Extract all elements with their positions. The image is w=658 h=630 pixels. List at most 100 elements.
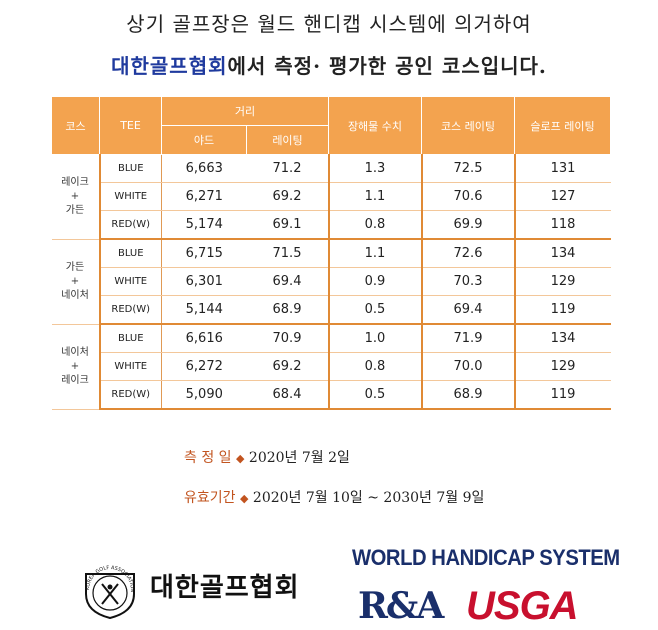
yard-cell: 6,616 [161,324,247,353]
slope-rating-cell: 127 [514,182,611,211]
certification-text: 에서 측정· 평가한 공인 코스입니다. [227,54,547,78]
course-name-line: + [70,275,80,287]
yard-cell: 6,272 [161,352,247,381]
hazard-cell: 0.5 [328,295,423,325]
certification-line: 대한골프협회에서 측정· 평가한 공인 코스입니다. [0,50,658,79]
valid-period: 유효기간 ◆ 2020년 7월 10일 ~ 2030년 7월 9일 [184,487,484,507]
course-combination: 네이처 + 레이크 [51,324,101,410]
table-row: 네이처 + 레이크 BLUE 6,616 70.9 1.0 71.9 134 [51,324,611,410]
course-name-line: 네이처 [61,289,89,301]
header-tee: TEE [99,96,162,155]
rating-cell: 69.2 [246,182,330,211]
yard-cell: 6,663 [161,154,247,183]
course-name-line: 레이크 [61,176,89,188]
slope-rating-cell: 129 [514,267,611,296]
table-row: WHITE 6,271 69.2 1.1 70.6 127 [52,182,611,211]
hazard-cell: 0.5 [328,380,423,410]
tee-cell: RED(W) [99,210,162,240]
header-hazard: 장해물 수치 [328,96,422,155]
header-rating: 레이팅 [246,125,329,155]
hazard-cell: 0.8 [328,352,423,381]
slope-rating-cell: 134 [514,324,611,353]
course-rating-cell: 68.9 [421,380,516,410]
table-body: 레이크 + 가든 BLUE 6,663 71.2 1.3 72.5 131 WHITE 6,271 6… [51,154,611,410]
header-distance: 거리 [161,96,329,126]
rating-cell: 71.2 [246,154,330,183]
rating-cell: 68.9 [246,295,330,325]
hazard-cell: 0.9 [328,267,423,296]
table-row: 레이크 + 가든 BLUE 6,663 71.2 1.3 72.5 131 [51,154,611,240]
hazard-cell: 1.0 [328,324,423,353]
header-yard: 야드 [161,125,247,155]
course-rating-cell: 72.5 [421,154,516,183]
table-row: RED(W) 5,090 68.4 0.5 68.9 119 [52,380,611,410]
measured-label: 측 정 일 [184,450,232,466]
slope-rating-cell: 119 [514,295,611,325]
hazard-cell: 1.3 [328,154,423,183]
bullet-icon: ◆ [236,452,245,465]
measured-date: 측 정 일 ◆ 2020년 7월 2일 [184,447,350,467]
course-rating-cell: 69.9 [421,210,516,240]
tee-cell: RED(W) [99,380,162,410]
course-rating-cell: 70.0 [421,352,516,381]
valid-value: 2020년 7월 10일 ~ 2030년 7월 9일 [252,490,485,506]
hazard-cell: 1.1 [328,239,423,268]
table-row: 가든 + 네이처 BLUE 6,715 71.5 1.1 72.6 134 [51,239,611,325]
slope-rating-cell: 134 [514,239,611,268]
rating-cell: 70.9 [246,324,330,353]
header-course-rating: 코스 레이팅 [421,96,515,155]
valid-label: 유효기간 [184,490,236,506]
yard-cell: 5,090 [161,380,247,410]
tee-cell: RED(W) [99,295,162,325]
table-row: RED(W) 5,144 68.9 0.5 69.4 119 [52,295,611,325]
slope-rating-cell: 119 [514,380,611,410]
tee-cell: WHITE [99,352,162,381]
yard-cell: 6,301 [161,267,247,296]
course-combination: 레이크 + 가든 [51,154,101,240]
course-name-line: + [70,360,80,372]
course-name-line: 가든 [65,204,85,216]
table-row: WHITE 6,301 69.4 0.9 70.3 129 [52,267,611,296]
bullet-icon: ◆ [239,492,249,505]
yard-cell: 6,715 [161,239,247,268]
course-name-line: 가든 [65,261,85,273]
yard-cell: 6,271 [161,182,247,211]
rating-cell: 71.5 [246,239,330,268]
org-name: 대한골프협회 [111,54,228,78]
yard-cell: 5,144 [161,295,247,325]
measured-value: 2020년 7월 2일 [248,450,350,466]
hazard-cell: 0.8 [328,210,423,240]
rating-cell: 68.4 [246,380,330,410]
header-course: 코스 [51,96,100,155]
rating-cell: 69.1 [246,210,330,240]
slope-rating-cell: 129 [514,352,611,381]
slope-rating-cell: 131 [514,154,611,183]
table-row: RED(W) 5,174 69.1 0.8 69.9 118 [52,210,611,240]
tee-cell: BLUE [99,154,162,183]
tee-cell: BLUE [99,239,162,268]
usga-logo: USGA [466,584,579,628]
course-rating-cell: 69.4 [421,295,516,325]
course-combination: 가든 + 네이처 [51,239,101,325]
course-name-line: + [70,190,80,202]
course-rating-cell: 72.6 [421,239,516,268]
tee-cell: WHITE [99,267,162,296]
tee-cell: BLUE [99,324,162,353]
hazard-cell: 1.1 [328,182,423,211]
course-name-line: 네이처 [61,346,89,358]
course-name-line: 레이크 [61,374,89,386]
rating-cell: 69.4 [246,267,330,296]
ra-logo: R&A [358,585,444,627]
rating-cell: 69.2 [246,352,330,381]
whs-logo: WORLD HANDICAP SYSTEM [352,545,620,570]
slope-rating-cell: 118 [514,210,611,240]
course-rating-table: 코스 TEE 거리 장해물 수치 코스 레이팅 슬로프 레이팅 야드 레이팅 레… [51,96,611,410]
course-rating-cell: 71.9 [421,324,516,353]
yard-cell: 5,174 [161,210,247,240]
intro-line: 상기 골프장은 월드 핸디캡 시스템에 의거하여 [126,12,532,36]
course-rating-cell: 70.6 [421,182,516,211]
table-row: WHITE 6,272 69.2 0.8 70.0 129 [52,352,611,381]
tee-cell: WHITE [99,182,162,211]
kga-logo-icon: KOREA GOLF ASSOCIATION [85,565,135,620]
header-slope-rating: 슬로프 레이팅 [514,96,611,155]
